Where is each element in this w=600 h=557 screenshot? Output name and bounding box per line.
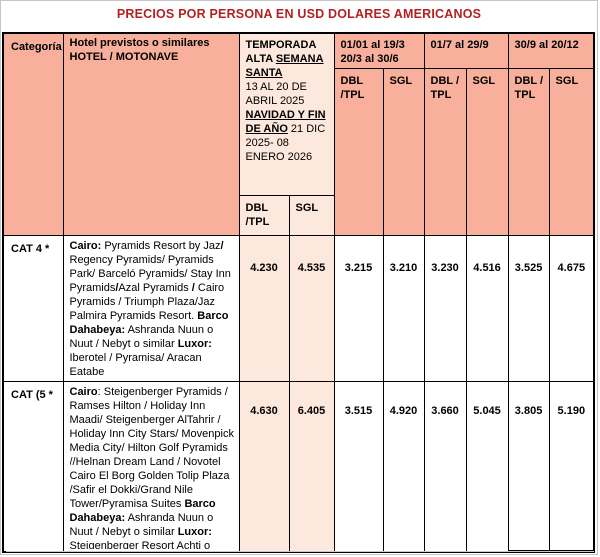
category-label-cat4: CAT 4 * [2,235,64,382]
price-cat5-season2-dbl: 3.660 [423,381,467,552]
subheader-sgl-season-1: SGL [382,68,425,236]
price-cat5-temporada-sgl: 6.405 [288,381,335,552]
subheader-dbl-tpl-season-1: DBL /TPL [333,68,384,236]
header-season-1: 01/01 al 19/3 20/3 al 30/6 [333,32,425,69]
subheader-dbl-tpl-temporada: DBL /TPL [238,195,290,236]
table-row-cat4: CAT 4 * Cairo: Pyramids Resort by Jaz/ R… [2,235,595,382]
price-cat5-season3-dbl: 3.805 [507,381,550,553]
subheader-dbl-tpl-season-2: DBL / TPL [423,68,467,236]
price-cat5-season3-sgl: 5.190 [548,381,595,553]
price-cat4-temporada-sgl: 4.535 [288,235,335,382]
header-season-3: 30/9 al 20/12 [507,32,595,69]
price-cat4-season1-dbl: 3.215 [333,235,384,382]
price-table: Categoría Hotel previstos o similares HO… [2,32,596,553]
price-cat4-season2-dbl: 3.230 [423,235,467,382]
table-row-cat5: CAT (5 * Cairo: Steigenberger Pyramids /… [2,381,595,553]
hotels-list-cat5: Cairo: Steigenberger Pyramids / Ramses H… [62,381,240,552]
subheader-sgl-season-3: SGL [548,68,595,236]
price-cat4-season3-sgl: 4.675 [548,235,595,382]
category-label-cat5: CAT (5 * [2,381,64,552]
price-cat4-season1-sgl: 3.210 [382,235,425,382]
price-cat5-season1-dbl: 3.515 [333,381,384,552]
price-cat4-temporada-dbl: 4.230 [238,235,290,382]
document-title: PRECIOS POR PERSONA EN USD DOLARES AMERI… [116,7,482,21]
price-cat5-season2-sgl: 5.045 [465,381,509,552]
header-categoria: Categoría [2,32,64,236]
subheader-sgl-season-2: SGL [465,68,509,236]
header-season-2: 01/7 al 29/9 [423,32,509,69]
price-cat5-temporada-dbl: 4.630 [238,381,290,552]
header-row-dates: Categoría Hotel previstos o similares HO… [2,32,595,236]
next-section-top-edge [6,551,594,552]
price-cat4-season3-dbl: 3.525 [507,235,550,382]
subheader-dbl-tpl-season-3: DBL / TPL [507,68,550,236]
header-row-room-types: DBL /TPL SGL DBL / TPL SGL DBL / TPL SGL [3,68,595,236]
subheader-sgl-temporada: SGL [288,195,335,236]
header-row-temporada-room-types: DBL /TPL SGL [3,195,594,236]
header-hotels: Hotel previstos o similares HOTEL / MOTO… [62,32,240,236]
hotels-list-cat4: Cairo: Pyramids Resort by Jaz/ Regency P… [62,235,240,382]
header-temporada-alta: TEMPORADA ALTA SEMANA SANTA 13 AL 20 DE … [238,32,335,196]
price-cat5-season1-sgl: 4.920 [382,381,425,552]
price-cat4-season2-sgl: 4.516 [465,235,509,382]
